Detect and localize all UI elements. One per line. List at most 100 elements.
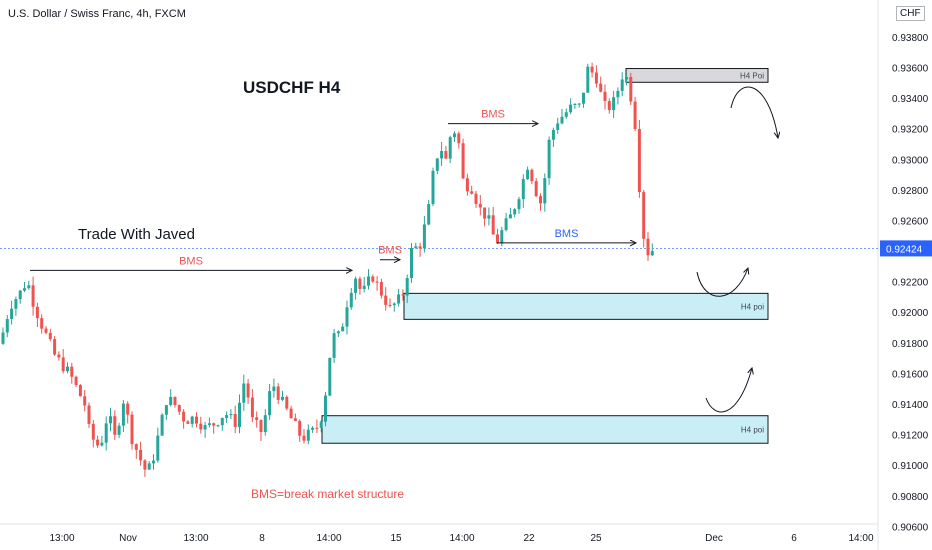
candle-body (508, 214, 512, 219)
candle-body (199, 423, 203, 430)
candle-body (586, 66, 590, 93)
candle-body (48, 332, 52, 340)
x-tick-label: 6 (791, 533, 797, 544)
candle-body (255, 417, 259, 421)
candle-body (229, 413, 233, 416)
candle-body (358, 278, 362, 290)
candle-body (169, 396, 173, 406)
candle-body (539, 196, 542, 204)
y-tick-label: 0.93600 (892, 64, 929, 75)
candle-body (405, 278, 409, 296)
candle-body (104, 423, 108, 443)
candle-body (126, 403, 130, 415)
candle-body (491, 215, 495, 235)
y-tick-label: 0.91000 (892, 461, 929, 472)
candle-body (371, 276, 375, 282)
candle-body (418, 246, 422, 249)
candle-body (173, 396, 177, 406)
zone-label: H4 Poi (740, 71, 764, 80)
currency-unit-button[interactable]: CHF (896, 6, 925, 21)
candle-body (422, 224, 426, 249)
candle-body (164, 405, 168, 415)
x-tick-label: 14:00 (449, 533, 474, 544)
candle-body (650, 251, 654, 256)
candle-body (259, 420, 263, 433)
candle-body (345, 307, 349, 327)
candle-body (560, 116, 564, 124)
candle-body (625, 76, 628, 80)
candle-body (392, 303, 396, 306)
candle-body (96, 439, 100, 446)
last-price-tag (880, 240, 932, 257)
candle-body (474, 193, 478, 204)
candle-body (375, 281, 379, 283)
candle-body (465, 178, 469, 192)
candle-body (526, 169, 530, 180)
candle-body (66, 366, 69, 372)
candle-body (384, 295, 388, 305)
candle-body (504, 218, 508, 231)
x-tick-label: 22 (523, 533, 535, 544)
y-tick-label: 0.92800 (892, 186, 929, 197)
x-tick-label: 13:00 (49, 533, 74, 544)
candle-body (182, 411, 186, 422)
candle-body (521, 179, 525, 200)
candle-body (53, 339, 57, 355)
zone-label: H4 poi (741, 425, 764, 434)
x-tick-label: 15 (390, 533, 402, 544)
candle-body (203, 424, 207, 430)
candle-body (44, 328, 48, 333)
last-price-label: 0.92424 (886, 244, 923, 255)
y-tick-label: 0.90600 (892, 522, 929, 533)
candle-body (91, 423, 95, 440)
candle-body (190, 416, 194, 424)
candle-body (379, 282, 383, 296)
candle-body (268, 391, 272, 416)
candle-body (616, 90, 620, 98)
annotations: BMS BMS BMS BMS USDCHF H4 Trade With Javed BMS… (30, 78, 778, 501)
candle-body (633, 101, 637, 129)
zone-label: H4 poi (741, 302, 764, 311)
y-tick-label: 0.90800 (892, 492, 929, 503)
candle-body (143, 460, 147, 470)
candle-body (582, 92, 585, 104)
candle-body (336, 331, 340, 334)
candle-body (483, 207, 487, 219)
candle-body (551, 129, 555, 140)
candle-body (31, 285, 35, 307)
candle-body (276, 386, 280, 400)
y-tick-label: 0.91800 (892, 339, 929, 350)
y-tick-label: 0.91200 (892, 431, 929, 442)
candle-body (577, 103, 581, 105)
candle-body (620, 79, 624, 91)
candle-body (388, 304, 392, 306)
candle-body (354, 278, 358, 293)
candle-body (487, 215, 491, 219)
y-tick-label: 0.92200 (892, 278, 929, 289)
x-tick-label: 8 (259, 533, 265, 544)
candle-body (642, 192, 646, 239)
bms-label: BMS (555, 228, 579, 240)
candle-body (285, 396, 289, 409)
candle-body (341, 326, 345, 332)
candle-body (70, 366, 74, 377)
candle-body (195, 416, 198, 424)
candle-body (569, 104, 573, 113)
candle-body (564, 112, 568, 117)
candle-body (427, 204, 431, 225)
projection-down-arrow (730, 86, 778, 138)
candle-body (121, 403, 125, 426)
candle-body (478, 203, 482, 208)
candle-body (637, 128, 641, 193)
candle-body (14, 299, 18, 309)
candle-body (349, 292, 353, 308)
candle-body (590, 66, 594, 73)
candle-body (470, 191, 474, 194)
candle-body (315, 427, 319, 429)
candle-body (216, 425, 220, 427)
candle-body (328, 357, 332, 396)
candle-body (530, 169, 534, 182)
candle-body (435, 158, 439, 171)
